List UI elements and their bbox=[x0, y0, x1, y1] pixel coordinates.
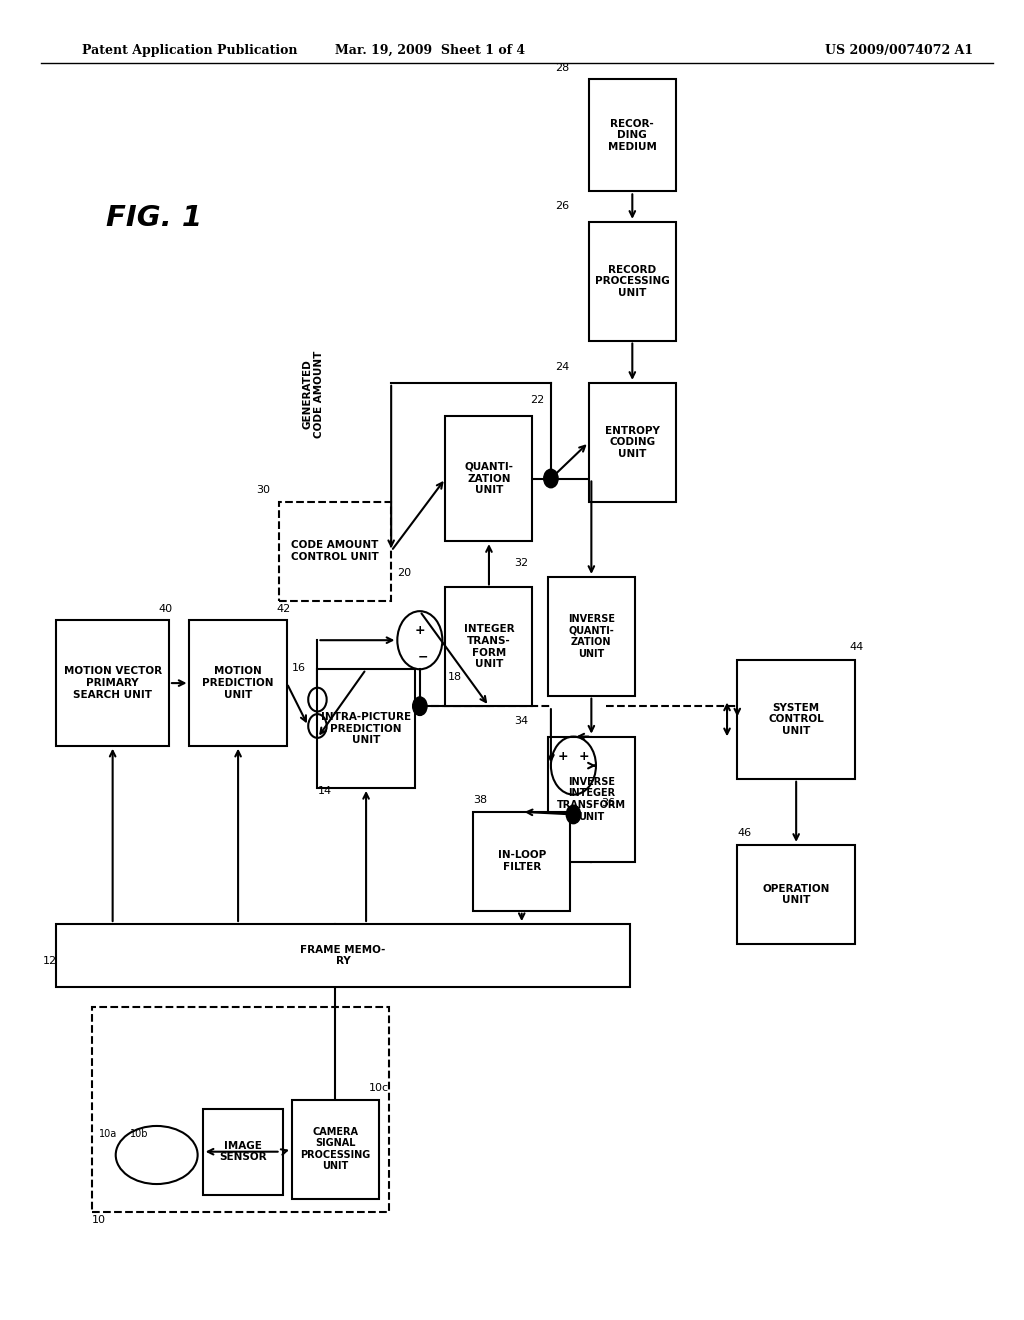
Text: 38: 38 bbox=[473, 795, 487, 805]
Bar bbox=[56, 620, 169, 746]
Text: 30: 30 bbox=[256, 484, 270, 495]
Text: INTRA-PICTURE
PREDICTION
UNIT: INTRA-PICTURE PREDICTION UNIT bbox=[321, 711, 412, 746]
Bar bbox=[292, 1100, 379, 1199]
Text: 14: 14 bbox=[317, 785, 332, 796]
Text: +: + bbox=[415, 624, 425, 638]
Text: 26: 26 bbox=[555, 201, 569, 211]
Text: 44: 44 bbox=[850, 642, 864, 652]
Text: ENTROPY
CODING
UNIT: ENTROPY CODING UNIT bbox=[605, 425, 659, 459]
Text: 10c: 10c bbox=[369, 1082, 389, 1093]
Bar bbox=[92, 1007, 389, 1212]
Circle shape bbox=[544, 470, 558, 488]
Text: QUANTI-
ZATION
UNIT: QUANTI- ZATION UNIT bbox=[465, 462, 513, 495]
Text: 36: 36 bbox=[601, 797, 615, 808]
Text: 20: 20 bbox=[397, 568, 412, 578]
Bar bbox=[56, 924, 630, 987]
Bar bbox=[589, 383, 676, 502]
Text: 10: 10 bbox=[92, 1214, 106, 1225]
Text: INVERSE
QUANTI-
ZATION
UNIT: INVERSE QUANTI- ZATION UNIT bbox=[568, 614, 614, 659]
Text: MOTION VECTOR
PRIMARY
SEARCH UNIT: MOTION VECTOR PRIMARY SEARCH UNIT bbox=[63, 667, 162, 700]
Text: GENERATED
CODE AMOUNT: GENERATED CODE AMOUNT bbox=[302, 351, 324, 438]
Text: 22: 22 bbox=[530, 395, 545, 405]
Text: 10b: 10b bbox=[130, 1129, 148, 1139]
Text: SYSTEM
CONTROL
UNIT: SYSTEM CONTROL UNIT bbox=[768, 702, 824, 737]
Bar bbox=[589, 79, 676, 191]
Text: 40: 40 bbox=[159, 603, 173, 614]
Text: 16: 16 bbox=[292, 663, 306, 673]
Text: IN-LOOP
FILTER: IN-LOOP FILTER bbox=[498, 850, 546, 873]
Text: IMAGE
SENSOR: IMAGE SENSOR bbox=[219, 1140, 266, 1163]
Bar bbox=[737, 845, 855, 944]
Bar bbox=[548, 737, 635, 862]
Bar bbox=[203, 1109, 283, 1195]
Bar bbox=[445, 416, 532, 541]
Text: 46: 46 bbox=[737, 828, 752, 838]
Text: MOTION
PREDICTION
UNIT: MOTION PREDICTION UNIT bbox=[203, 667, 273, 700]
Bar bbox=[473, 812, 570, 911]
Text: Patent Application Publication: Patent Application Publication bbox=[82, 44, 297, 57]
Text: CODE AMOUNT
CONTROL UNIT: CODE AMOUNT CONTROL UNIT bbox=[291, 540, 379, 562]
Text: 12: 12 bbox=[43, 956, 57, 966]
Bar bbox=[279, 502, 391, 601]
Text: RECORD
PROCESSING
UNIT: RECORD PROCESSING UNIT bbox=[595, 264, 670, 298]
Text: Mar. 19, 2009  Sheet 1 of 4: Mar. 19, 2009 Sheet 1 of 4 bbox=[335, 44, 525, 57]
Text: OPERATION
UNIT: OPERATION UNIT bbox=[763, 883, 829, 906]
Text: +: + bbox=[558, 750, 568, 763]
Text: FIG. 1: FIG. 1 bbox=[105, 203, 202, 232]
Text: −: − bbox=[418, 651, 428, 664]
Bar bbox=[445, 587, 532, 706]
Circle shape bbox=[413, 697, 427, 715]
Text: 18: 18 bbox=[447, 672, 462, 682]
Circle shape bbox=[566, 805, 581, 824]
Text: 10a: 10a bbox=[99, 1129, 118, 1139]
Text: +: + bbox=[579, 750, 589, 763]
Text: 34: 34 bbox=[514, 715, 528, 726]
Text: 32: 32 bbox=[514, 557, 528, 568]
Bar bbox=[548, 577, 635, 696]
Text: FRAME MEMO-
RY: FRAME MEMO- RY bbox=[300, 945, 386, 966]
Text: CAMERA
SIGNAL
PROCESSING
UNIT: CAMERA SIGNAL PROCESSING UNIT bbox=[300, 1127, 371, 1171]
Text: US 2009/0074072 A1: US 2009/0074072 A1 bbox=[824, 44, 973, 57]
Bar bbox=[589, 222, 676, 341]
Text: INVERSE
INTEGER
TRANSFORM
UNIT: INVERSE INTEGER TRANSFORM UNIT bbox=[557, 777, 626, 821]
Bar bbox=[189, 620, 287, 746]
Bar bbox=[737, 660, 855, 779]
Text: 42: 42 bbox=[276, 603, 291, 614]
Text: INTEGER
TRANS-
FORM
UNIT: INTEGER TRANS- FORM UNIT bbox=[464, 624, 514, 669]
Text: 24: 24 bbox=[555, 362, 569, 372]
Bar bbox=[317, 669, 415, 788]
Text: 28: 28 bbox=[555, 62, 569, 73]
Text: RECOR-
DING
MEDIUM: RECOR- DING MEDIUM bbox=[608, 119, 656, 152]
